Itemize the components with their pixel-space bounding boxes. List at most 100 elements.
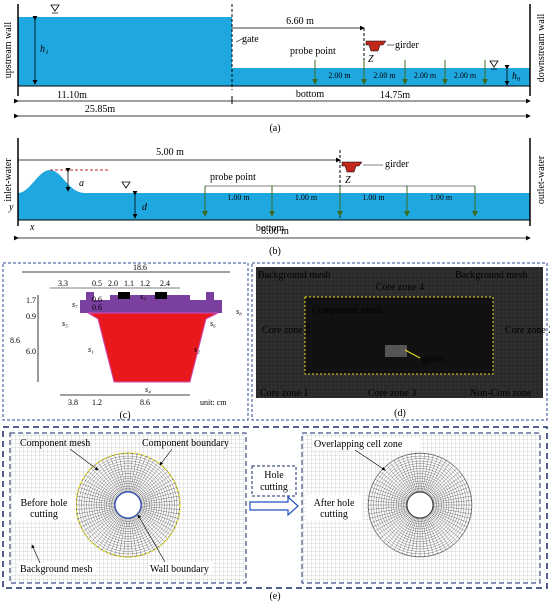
mesh-ray (98, 515, 121, 548)
leader (31, 544, 41, 564)
hole-cutting-label: cutting (260, 482, 288, 493)
mesh-ray (134, 459, 155, 494)
mesh-ray (135, 515, 158, 548)
mesh-ray (139, 478, 174, 499)
girder-shape (365, 40, 387, 52)
after-label: After hole (314, 498, 355, 509)
probe-spacing: 1.00 m (295, 193, 318, 202)
mesh-ray (430, 512, 463, 535)
mesh-ray (425, 516, 443, 553)
mesh-ray (139, 482, 176, 500)
mesh-ray (110, 456, 124, 493)
mesh-ray (431, 482, 468, 500)
mesh-ray (140, 495, 180, 503)
mesh-ray (140, 491, 179, 502)
mesh-ray (123, 453, 128, 493)
probe-spacing: 2.00 m (373, 71, 396, 80)
small-dim: 0.6 (92, 295, 102, 304)
mesh-ray (94, 465, 120, 496)
mesh-ray (432, 491, 471, 502)
panel-border (2, 262, 249, 421)
left-dim: 6.0 (26, 347, 36, 356)
mesh-ray (425, 457, 443, 494)
girder-section (86, 312, 219, 383)
mesh-ray (369, 491, 408, 502)
mesh-ray (79, 487, 116, 501)
bottom-dim: 8.6 (140, 398, 150, 407)
mesh-ray (432, 509, 469, 523)
mesh-ray (372, 482, 409, 500)
upstream-water (18, 17, 232, 86)
core-zone-label: Core zone 2 (262, 325, 310, 336)
small-dim: 0.6 (92, 303, 102, 312)
mesh-ray (132, 456, 146, 493)
mesh-ray (139, 511, 174, 532)
component-mesh-box (304, 296, 494, 375)
mesh-ray (431, 510, 468, 528)
label-bg (18, 562, 96, 574)
probe-spacing: 2.00 m (454, 71, 477, 80)
mesh-ray (432, 487, 469, 501)
top-dim: 1.1 (124, 279, 134, 288)
surface: s₆ (210, 319, 216, 328)
caption: (e) (269, 591, 280, 602)
mesh-ray (118, 453, 126, 493)
mesh-ray (137, 514, 165, 542)
mesh-ray (427, 462, 450, 495)
mesh-ray (432, 508, 471, 519)
mesh-ray (82, 478, 117, 499)
component-boundary-label: Component boundary (142, 438, 229, 449)
surface: s₅ (62, 319, 68, 328)
girder-label: girder (422, 354, 447, 365)
mesh-ray (138, 512, 171, 535)
after-label: cutting (320, 509, 348, 520)
mesh-ray (390, 462, 413, 495)
leader (137, 514, 166, 563)
top-dim: 0.5 (92, 279, 102, 288)
label-bg (148, 562, 212, 574)
mesh-ray (76, 500, 116, 505)
mesh-ray (110, 517, 124, 554)
mesh-ray (386, 465, 412, 496)
probe-spacing: 1.00 m (430, 193, 453, 202)
probe-spacing: 2.00 m (414, 71, 437, 80)
d: d (142, 202, 148, 213)
core-zone-label: Core zone 2 (505, 325, 550, 336)
mesh-ray (140, 487, 177, 501)
mesh-ray (410, 517, 418, 557)
deck (80, 292, 222, 313)
water-level-symbol (50, 4, 60, 14)
bottom-dim: 3.8 (68, 398, 78, 407)
mesh-ray (91, 514, 119, 542)
mesh-ray (136, 465, 162, 496)
mesh-ray (369, 508, 408, 519)
y-axis-label: y (8, 202, 14, 213)
upstream-wall: upstream wall (3, 22, 14, 79)
core-zone-label: Non-Core zone (470, 388, 532, 399)
leader (159, 448, 173, 466)
top-width: 18.6 (133, 263, 147, 272)
mesh-ray (410, 453, 418, 493)
core-zone-label: Core zone 1 (260, 388, 308, 399)
panel-c: 18.6 3.3 0.5 2.0 1.1 1.2 2.4 0.6 0.6 1.7 0.9 … (2, 262, 249, 421)
outlet: outlet-water (536, 155, 547, 204)
leader (69, 448, 99, 471)
mesh-ray (101, 459, 122, 494)
mesh-ray (140, 509, 177, 523)
mesh-ray (79, 509, 116, 523)
probe-spacing: 2.00 m (328, 71, 351, 80)
label-bg (306, 495, 362, 521)
mesh-ray (130, 453, 138, 493)
mesh-ray (368, 500, 408, 505)
mesh-ray (432, 507, 472, 515)
mesh-ray (77, 508, 116, 519)
leader (354, 449, 386, 471)
mesh-ray (423, 454, 434, 493)
mesh-ray (402, 456, 416, 493)
mesh-ray (393, 516, 414, 551)
x-axis-label: x (29, 222, 35, 233)
mesh-ray (91, 468, 119, 496)
mesh-ray (137, 471, 168, 497)
bottom: bottom (256, 223, 285, 234)
mesh-ray (390, 515, 413, 548)
